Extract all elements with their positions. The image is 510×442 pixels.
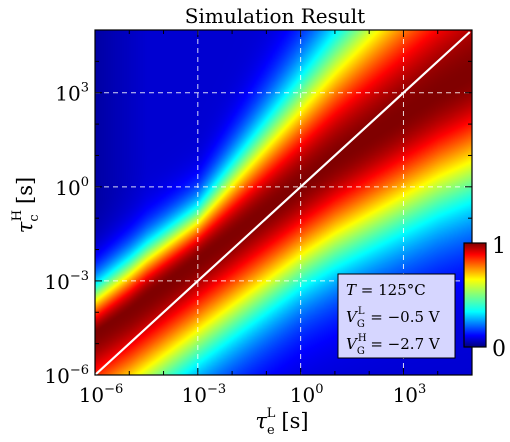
y-axis-label-symbol: τ (13, 221, 37, 233)
annotation-line-vgl: VGL = −0.5 V (346, 306, 441, 330)
grid-lines (95, 30, 472, 375)
chart-title: Simulation Result (185, 4, 365, 28)
plot-border (94, 29, 473, 376)
y-axis-label-unit: [s] (13, 177, 37, 204)
y-axis-label-sup: H (10, 210, 25, 221)
x-tick-label: 10−3 (182, 382, 227, 407)
y-tick-label: 10−6 (44, 363, 89, 388)
annotation-box (337, 273, 456, 359)
annotation-line-temperature: T = 125°C (346, 281, 426, 299)
x-tick-label: 100 (290, 382, 324, 407)
y-tick-label: 10−3 (44, 269, 89, 294)
y-axis-label: τcH [s] (10, 177, 42, 233)
x-tick-labels: 10−6 10−3 100 103 (79, 382, 427, 407)
x-axis-label-sup: L (267, 406, 276, 421)
x-tick-label: 10−6 (79, 382, 124, 407)
diagonal-line (94, 31, 471, 376)
plot-area (94, 29, 473, 376)
x-axis-label-sub: e (267, 423, 275, 438)
x-tick-label: 103 (393, 382, 427, 407)
x-axis-label-unit: [s] (281, 409, 308, 433)
colorbar-max-label: 1 (492, 234, 506, 259)
y-axis-label-sub: c (27, 214, 42, 221)
colorbar-min-label: 0 (492, 337, 506, 362)
y-tick-labels: 10−6 10−3 100 103 (44, 81, 89, 388)
y-tick-label: 103 (55, 81, 89, 106)
colorbar: 1 0 (463, 234, 506, 362)
x-axis-label-symbol: τ (255, 409, 267, 433)
x-axis-label: τeL [s] (255, 406, 308, 438)
conditions-annotation: T = 125°C VGL = −0.5 V VGH = −2.7 V (337, 273, 456, 359)
colorbar-gradient (463, 242, 487, 348)
y-tick-label: 100 (55, 175, 89, 200)
annotation-line-vgh: VGH = −2.7 V (346, 333, 441, 357)
